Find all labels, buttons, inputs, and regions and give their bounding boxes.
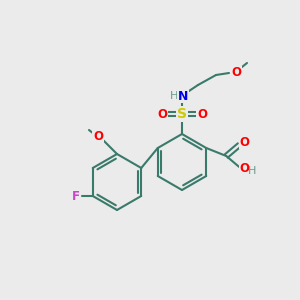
Text: F: F: [72, 190, 80, 202]
Text: O: O: [157, 107, 167, 121]
Text: O: O: [93, 130, 103, 143]
Text: O: O: [239, 136, 249, 148]
Text: O: O: [239, 161, 249, 175]
Text: H: H: [248, 166, 256, 176]
Text: O: O: [197, 107, 207, 121]
Text: H: H: [170, 91, 178, 101]
Text: S: S: [177, 107, 187, 121]
Text: O: O: [231, 67, 241, 80]
Text: N: N: [178, 89, 188, 103]
